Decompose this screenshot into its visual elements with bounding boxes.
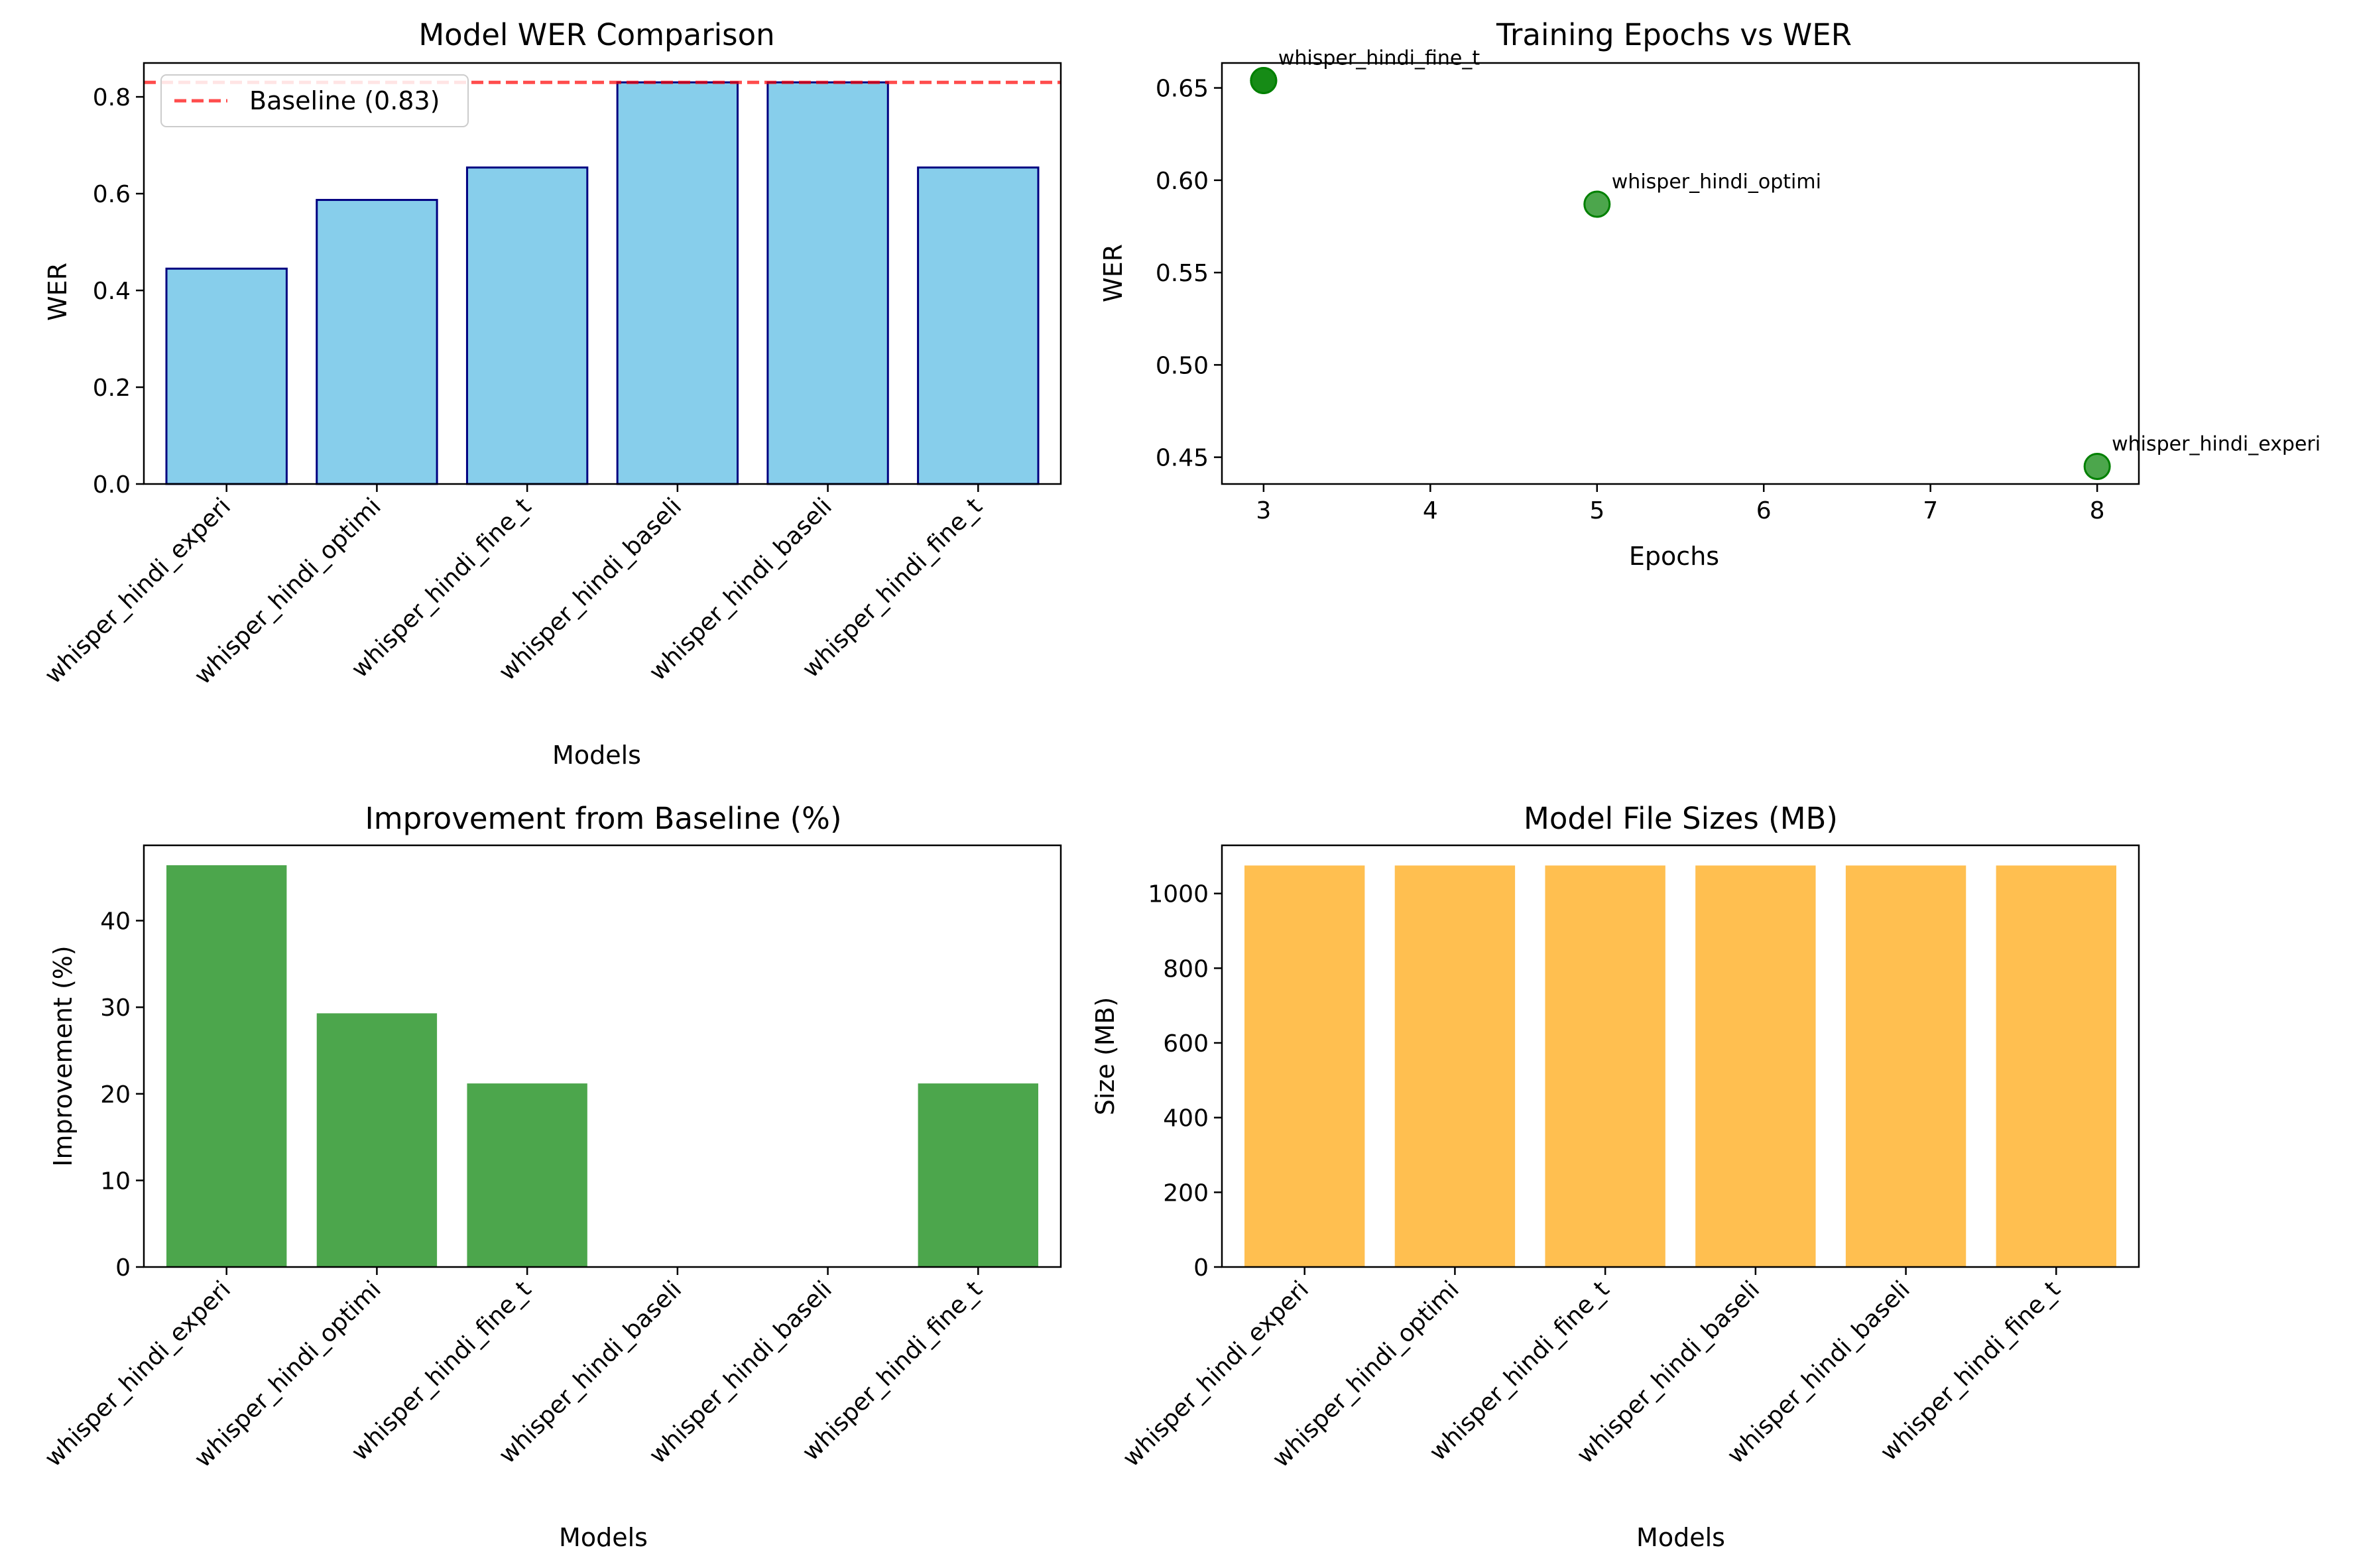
epochs-points: whisper_hindi_fine_t whisper_hindi_optimi… bbox=[1250, 46, 2321, 481]
improvement-y-ticks: 0 10 20 30 40 bbox=[100, 908, 144, 1282]
y-tick-label: 0.65 bbox=[1156, 76, 1209, 103]
x-tick-label: 6 bbox=[1756, 497, 1772, 524]
epochs-chart-xlabel: Epochs bbox=[1629, 542, 1719, 571]
epochs-chart-ylabel: WER bbox=[1099, 244, 1128, 302]
y-tick-label: 0.50 bbox=[1156, 352, 1209, 379]
bar bbox=[766, 81, 889, 485]
improvement-plot-area bbox=[143, 844, 1062, 1268]
sizes-bars bbox=[1244, 865, 2116, 1267]
panel-epochs-vs-wer: Training Epochs vs WER WER Epochs 0.450.… bbox=[1099, 17, 2321, 571]
bar bbox=[1996, 865, 2116, 1267]
scatter-point bbox=[2083, 453, 2111, 481]
y-tick-label: 1000 bbox=[1148, 881, 1209, 908]
bar bbox=[465, 166, 589, 485]
legend-label-baseline: Baseline (0.83) bbox=[249, 86, 440, 115]
sizes-chart-title: Model File Sizes (MB) bbox=[1524, 801, 1838, 836]
sizes-plot-area bbox=[1221, 844, 2140, 1268]
point-annotation: whisper_hindi_optimi bbox=[1612, 170, 1821, 194]
sizes-x-ticks: whisper_hindi_experiwhisper_hindi_optimi… bbox=[1118, 1267, 2066, 1473]
epochs-chart-title: Training Epochs vs WER bbox=[1496, 17, 1852, 52]
x-tick-label: 3 bbox=[1256, 497, 1271, 524]
improvement-chart-ylabel: Improvement (%) bbox=[48, 945, 78, 1166]
improvement-x-ticks: whisper_hindi_experiwhisper_hindi_optimi… bbox=[40, 1267, 988, 1473]
y-tick-label: 0.0 bbox=[93, 471, 131, 499]
wer-x-ticks: whisper_hindi_experiwhisper_hindi_optimi… bbox=[40, 484, 988, 690]
scatter-point bbox=[1583, 190, 1611, 218]
bar bbox=[918, 1083, 1038, 1267]
improvement-chart-xlabel: Models bbox=[559, 1523, 648, 1552]
y-tick-label: 40 bbox=[100, 908, 131, 935]
wer-legend: Baseline (0.83) bbox=[160, 74, 469, 127]
bar bbox=[316, 199, 438, 485]
bar bbox=[1244, 865, 1365, 1267]
y-tick-label: 200 bbox=[1163, 1179, 1209, 1207]
sizes-y-ticks: 0 200 400 600 800 1000 bbox=[1148, 881, 1222, 1282]
y-tick-label: 0.55 bbox=[1156, 260, 1209, 287]
bar bbox=[1394, 865, 1516, 1267]
bar bbox=[467, 1083, 587, 1267]
improvement-bars bbox=[166, 865, 1038, 1267]
bar bbox=[165, 267, 288, 485]
y-tick-label: 0.45 bbox=[1156, 445, 1209, 472]
bar bbox=[616, 81, 739, 485]
point-annotation: whisper_hindi_fine_t bbox=[1278, 46, 1480, 70]
y-tick-label: 0.2 bbox=[93, 375, 131, 402]
y-tick-label: 600 bbox=[1163, 1030, 1209, 1057]
y-tick-label: 0.4 bbox=[93, 278, 131, 305]
panel-file-sizes: Model File Sizes (MB) Size (MB) Models 0… bbox=[1091, 801, 2140, 1552]
bar bbox=[316, 1013, 438, 1267]
y-tick-label: 0 bbox=[115, 1254, 131, 1282]
wer-chart-xlabel: Models bbox=[552, 741, 641, 770]
y-tick-label: 20 bbox=[100, 1081, 131, 1109]
y-tick-label: 0.6 bbox=[93, 181, 131, 208]
y-tick-label: 10 bbox=[100, 1168, 131, 1195]
wer-bars bbox=[165, 81, 1040, 485]
improvement-chart-title: Improvement from Baseline (%) bbox=[365, 801, 841, 836]
y-tick-label: 400 bbox=[1163, 1105, 1209, 1132]
sizes-chart-xlabel: Models bbox=[1636, 1523, 1725, 1552]
y-tick-label: 800 bbox=[1163, 955, 1209, 983]
sizes-chart-ylabel: Size (MB) bbox=[1091, 997, 1120, 1116]
scatter-point bbox=[1250, 66, 1278, 94]
point-annotation: whisper_hindi_experi bbox=[2112, 433, 2321, 456]
x-tick-label: 8 bbox=[2090, 497, 2105, 524]
wer-chart-title: Model WER Comparison bbox=[418, 17, 774, 52]
bar bbox=[166, 865, 287, 1267]
bar bbox=[1845, 865, 1966, 1267]
bar bbox=[1545, 865, 1665, 1267]
wer-plot-area bbox=[143, 62, 1062, 485]
wer-y-ticks: 0.0 0.2 0.4 0.6 0.8 bbox=[93, 84, 144, 499]
y-tick-label: 0 bbox=[1193, 1254, 1209, 1282]
x-tick-label: 4 bbox=[1423, 497, 1438, 524]
bar bbox=[917, 166, 1040, 485]
legend-box bbox=[160, 74, 469, 127]
x-tick-label: 7 bbox=[1923, 497, 1938, 524]
y-tick-label: 30 bbox=[100, 995, 131, 1022]
panel-improvement: Improvement from Baseline (%) Improvemen… bbox=[40, 801, 1062, 1552]
panel-wer-comparison: Model WER Comparison WER Models 0.00.20.… bbox=[40, 17, 1062, 770]
bar bbox=[1695, 865, 1816, 1267]
epochs-plot-area bbox=[1221, 62, 2140, 485]
x-tick-label: 5 bbox=[1589, 497, 1604, 524]
y-tick-label: 0.8 bbox=[93, 84, 131, 111]
wer-chart-ylabel: WER bbox=[43, 263, 72, 321]
epochs-x-ticks: 3 4 5 6 7 8 bbox=[1256, 484, 2105, 524]
y-tick-label: 0.60 bbox=[1156, 168, 1209, 195]
epochs-y-ticks: 0.45 0.50 0.55 0.60 0.65 bbox=[1156, 76, 1222, 472]
